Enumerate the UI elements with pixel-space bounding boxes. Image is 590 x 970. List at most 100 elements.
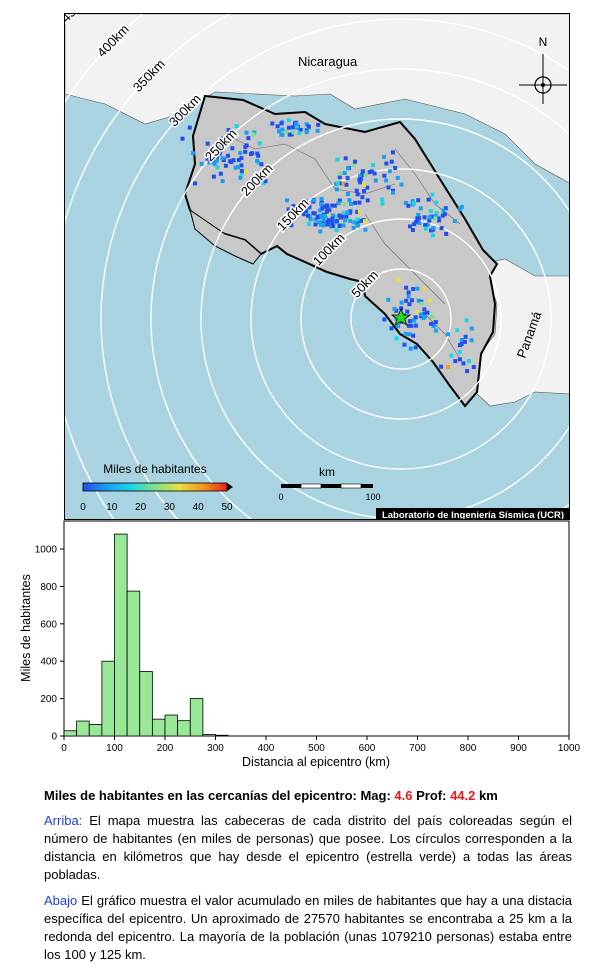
district-marker <box>358 176 363 181</box>
district-marker <box>382 317 387 322</box>
district-marker <box>335 181 340 186</box>
histogram-bar <box>139 671 153 737</box>
district-marker <box>327 208 332 213</box>
district-marker <box>261 181 266 186</box>
district-marker <box>312 198 317 203</box>
district-marker <box>463 334 468 339</box>
district-marker <box>462 339 467 344</box>
district-marker <box>338 171 343 176</box>
district-marker <box>304 130 309 135</box>
district-marker <box>365 185 370 190</box>
district-marker <box>321 217 326 222</box>
district-marker <box>330 220 335 225</box>
district-marker <box>329 224 333 229</box>
district-marker <box>358 174 362 179</box>
histogram-bar <box>101 660 115 737</box>
district-marker <box>251 132 256 137</box>
district-marker <box>336 201 341 205</box>
district-marker <box>343 156 348 161</box>
district-marker <box>411 318 416 323</box>
district-marker <box>320 206 325 211</box>
district-marker <box>332 203 337 208</box>
district-marker <box>238 150 243 155</box>
district-marker <box>212 162 217 167</box>
histogram-bar <box>114 533 128 737</box>
district-marker <box>207 158 212 163</box>
x-tick-label: 100 <box>106 743 123 754</box>
district-marker <box>217 151 222 156</box>
colorbar-gradient <box>82 482 228 492</box>
x-tick-label: 200 <box>157 743 174 754</box>
district-marker <box>298 127 303 132</box>
district-marker <box>255 151 260 156</box>
district-marker <box>337 175 342 180</box>
x-tick-label: 300 <box>207 743 224 754</box>
district-marker <box>449 353 454 358</box>
district-marker <box>290 125 295 130</box>
district-marker <box>444 231 449 236</box>
district-marker <box>214 158 219 163</box>
district-marker <box>337 198 342 203</box>
district-marker <box>399 306 404 311</box>
district-marker <box>217 148 222 153</box>
x-axis-label: Distancia al epicentro (km) <box>242 755 390 769</box>
histogram-bar <box>202 734 216 737</box>
district-marker <box>427 298 432 303</box>
credit-box <box>376 508 569 519</box>
district-marker <box>321 223 326 228</box>
district-marker <box>226 128 231 133</box>
distance-ring <box>300 218 502 420</box>
district-marker <box>211 174 216 179</box>
district-marker <box>304 122 309 127</box>
district-marker <box>341 223 346 228</box>
district-marker <box>459 342 464 346</box>
district-marker <box>427 218 432 223</box>
district-marker <box>215 165 220 170</box>
district-marker <box>409 323 414 328</box>
district-marker <box>399 300 404 305</box>
district-marker <box>346 166 350 171</box>
district-marker <box>335 157 340 162</box>
district-marker <box>317 208 322 213</box>
caption-heading: Miles de habitantes en las cercanías del… <box>44 787 572 805</box>
district-marker <box>345 210 350 215</box>
district-marker <box>396 324 400 329</box>
colorbar-tick: 40 <box>193 502 205 513</box>
district-marker <box>380 201 385 206</box>
scalebar-title: km <box>319 465 335 479</box>
district-marker <box>342 171 347 175</box>
depth-unit: km <box>479 788 498 803</box>
district-marker <box>413 345 418 350</box>
district-marker <box>322 214 327 218</box>
x-tick-label: 700 <box>409 743 426 754</box>
district-marker <box>360 169 365 174</box>
district-marker <box>330 203 335 208</box>
district-marker <box>325 209 329 214</box>
district-marker <box>389 159 394 164</box>
district-marker <box>319 214 324 219</box>
y-axis-label: Miles de habitantes <box>19 574 33 682</box>
district-marker <box>355 209 360 214</box>
colorbar-tick: 10 <box>106 502 118 513</box>
district-marker <box>408 224 412 229</box>
district-marker <box>382 173 387 178</box>
scalebar-tick-0: 0 <box>278 492 283 502</box>
district-marker <box>286 118 291 123</box>
district-marker <box>239 156 244 161</box>
country-label-nicaragua: Nicaragua <box>298 54 358 69</box>
district-marker <box>325 203 329 208</box>
district-marker <box>434 211 439 216</box>
district-marker <box>362 183 366 187</box>
district-marker <box>416 198 421 203</box>
district-marker <box>407 302 412 307</box>
district-marker <box>363 172 368 177</box>
district-marker <box>393 166 398 170</box>
district-marker <box>331 223 336 228</box>
district-marker <box>330 216 335 221</box>
distance-ring <box>350 268 452 370</box>
district-marker <box>372 171 377 176</box>
district-marker <box>291 204 296 209</box>
district-marker <box>205 141 210 146</box>
district-marker <box>282 226 287 231</box>
district-marker <box>452 219 457 223</box>
